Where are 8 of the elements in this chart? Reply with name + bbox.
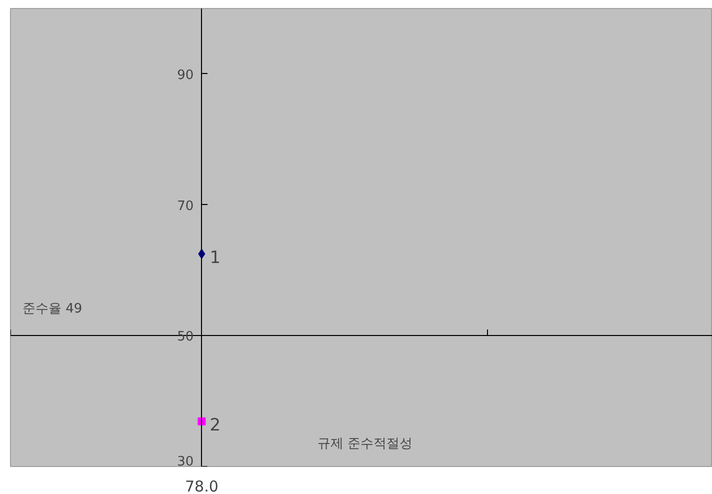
text: 준수율 49 <box>22 302 82 316</box>
text: 규제 준수적절성 <box>318 436 413 452</box>
x-tick-label: 78.0 <box>184 478 218 494</box>
series-label: 2 <box>210 415 221 436</box>
series-label: 1 <box>210 248 221 268</box>
y-tick-label: 90 <box>177 68 194 83</box>
y-tick-label: 30 <box>177 454 194 470</box>
y-tick-label: 70 <box>177 198 194 214</box>
